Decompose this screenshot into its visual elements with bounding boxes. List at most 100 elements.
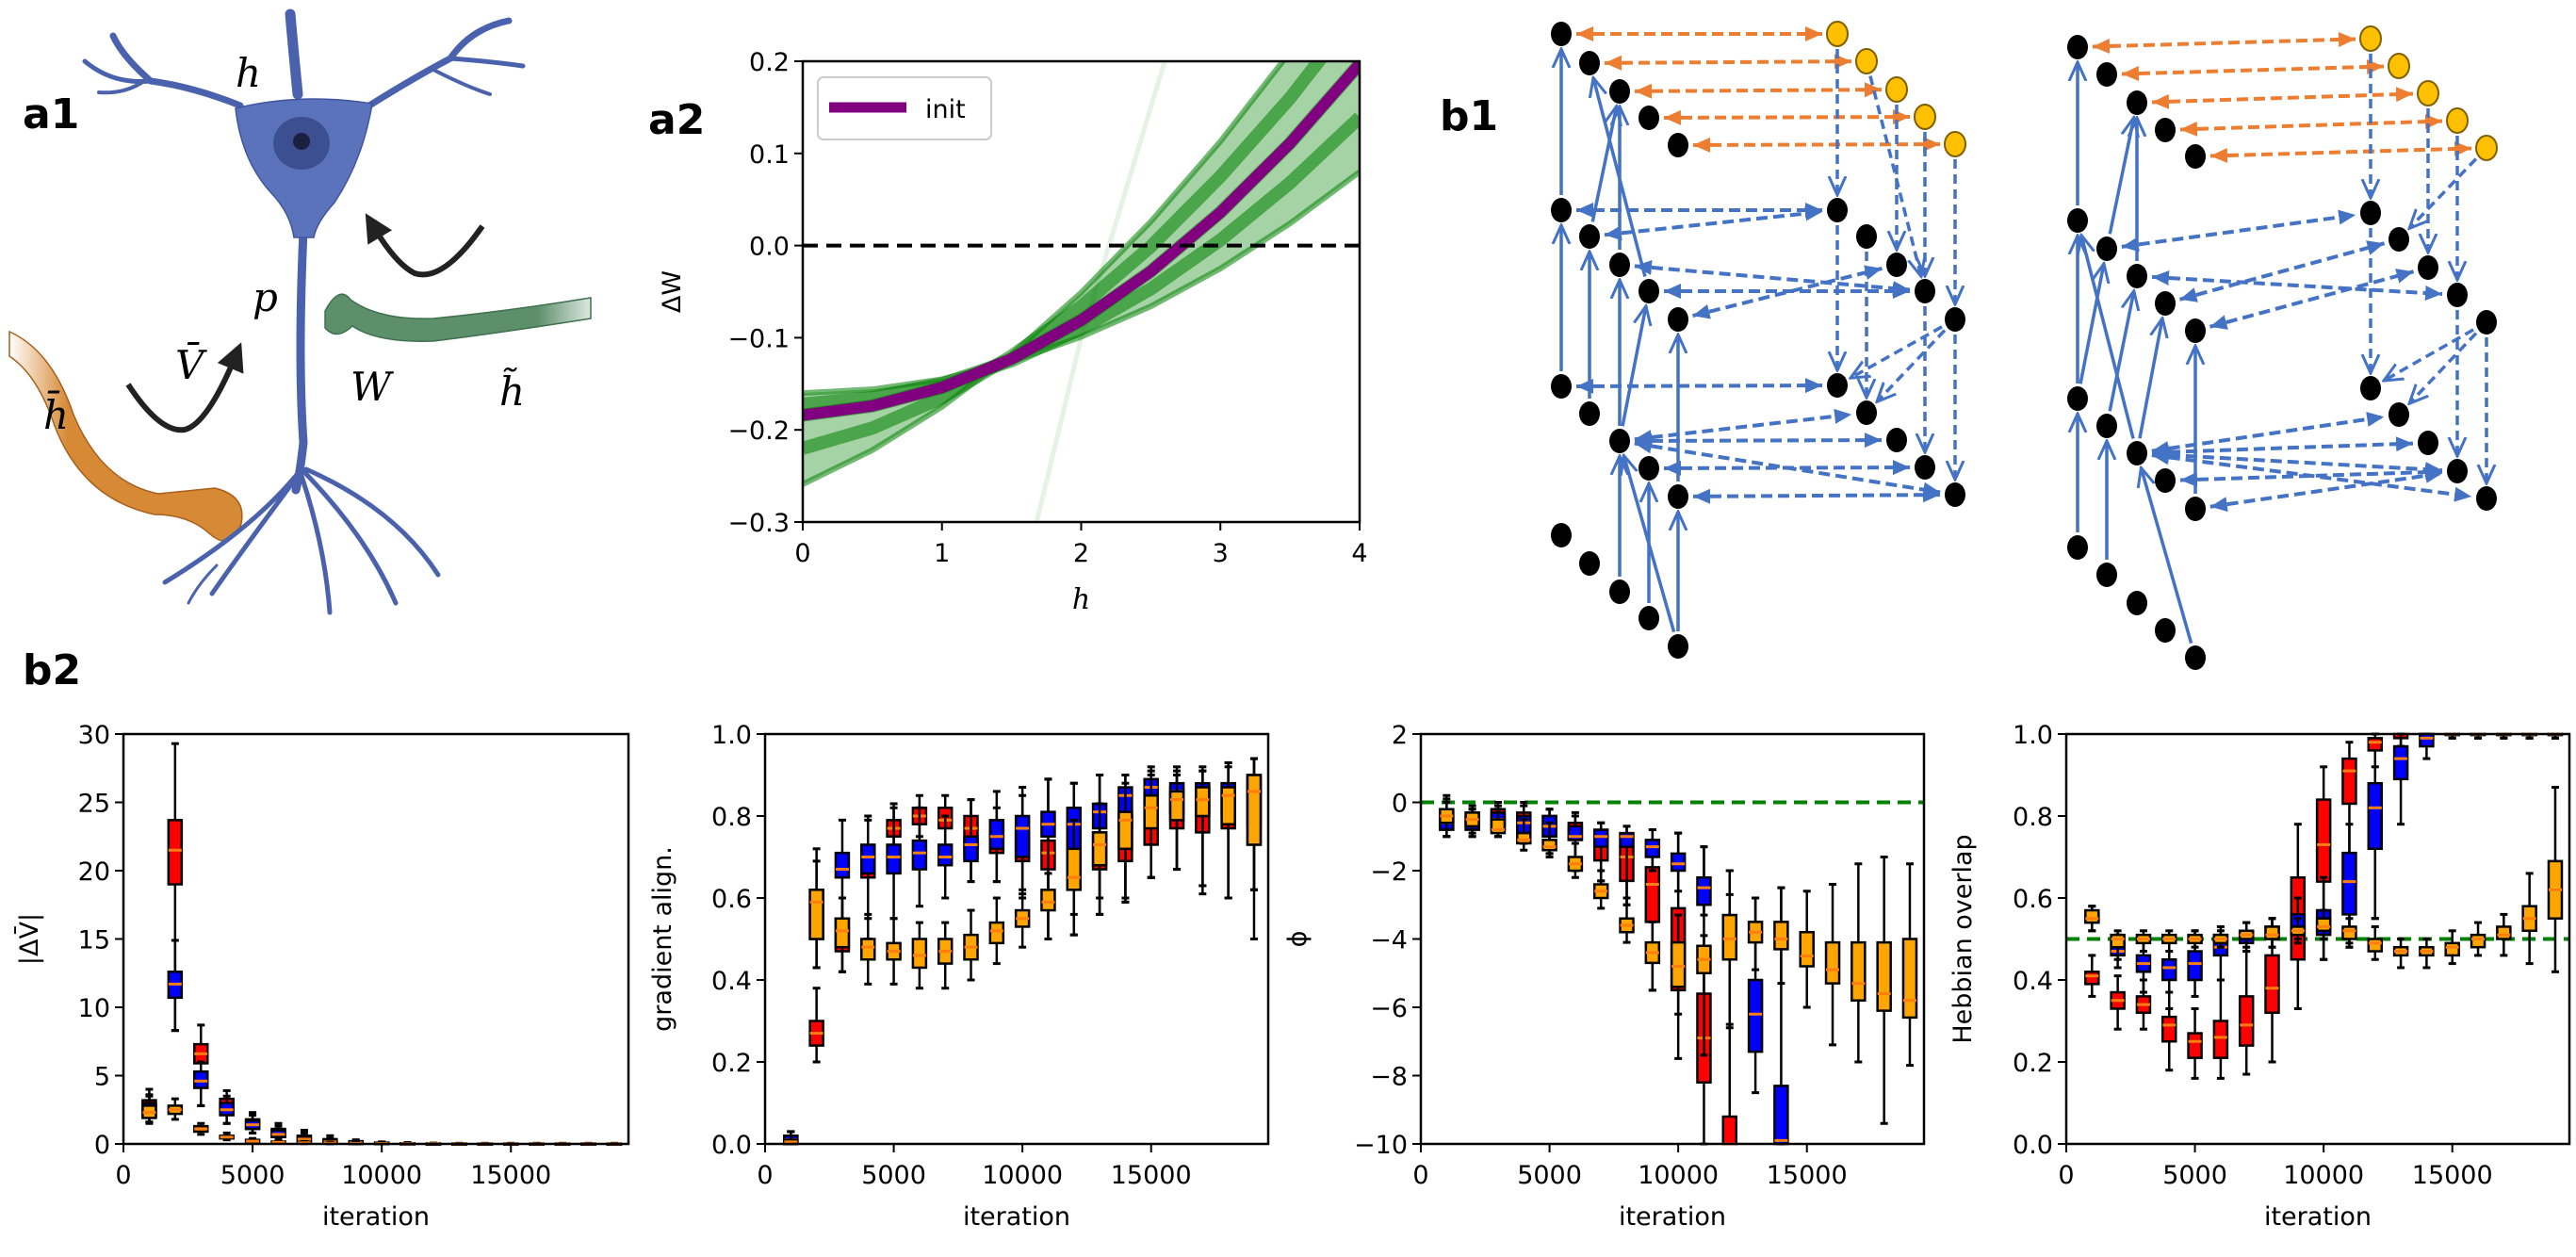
box-body: [1747, 978, 1764, 1053]
box-series: [1439, 801, 1789, 1146]
y-tick-label: 5: [94, 1063, 110, 1092]
init-curve: [803, 61, 1360, 421]
box-body: [2264, 954, 2280, 1015]
node: [1579, 401, 1600, 426]
x-tick-label: 0: [1412, 1161, 1428, 1190]
cross-edge: [2092, 31, 2356, 55]
bidirectional-edge: [1604, 205, 1823, 241]
y-tick-label: 0.6: [711, 885, 752, 914]
solid-edge: [1593, 77, 1647, 277]
box: [1773, 886, 1789, 986]
x-tick-label: 0: [794, 539, 810, 568]
box-body: [860, 843, 876, 875]
box: [1644, 920, 1661, 992]
box: [1592, 869, 1609, 910]
y-tick-label: −10: [1354, 1131, 1408, 1160]
node: [2155, 468, 2176, 493]
legend: init: [817, 76, 992, 140]
box: [808, 987, 824, 1064]
input-node: [1855, 48, 1878, 74]
box: [988, 790, 1005, 884]
box: [2392, 732, 2409, 826]
axes-frame: [763, 732, 1270, 1146]
solid-edge: [2108, 118, 2134, 235]
axes-frame: [2064, 732, 2571, 1146]
bidirectional-edge: [2209, 467, 2443, 513]
input-node: [2417, 80, 2439, 106]
box: [2187, 1006, 2203, 1080]
box: [808, 859, 824, 970]
box: [1747, 896, 1764, 971]
node: [1886, 428, 1907, 452]
box-body: [2341, 851, 2357, 916]
box-series: [783, 757, 1263, 1146]
y-tick-label: 0: [94, 1131, 110, 1160]
box: [2392, 938, 2409, 970]
x-tick-label: 4: [1351, 539, 1367, 568]
solid-edge: [2081, 236, 2135, 439]
box: [1091, 802, 1108, 916]
node: [1827, 373, 1848, 398]
box: [1516, 818, 1532, 852]
node: [2185, 144, 2206, 169]
y-tick-label: −0.3: [727, 509, 790, 538]
box-body: [2496, 925, 2512, 940]
node: [1639, 456, 1659, 481]
node: [2185, 497, 2206, 521]
box: [1168, 774, 1185, 872]
box-body: [1117, 810, 1133, 851]
node: [1915, 455, 1935, 480]
node: [1579, 51, 1600, 75]
neuron-nucleolus: [293, 133, 310, 150]
bidirectional-edge: [2209, 269, 2415, 330]
node: [2155, 618, 2176, 643]
node: [2389, 402, 2409, 427]
x-axis-label: iteration: [963, 1202, 1070, 1232]
box-body: [1516, 831, 1532, 845]
x-tick-label: 15000: [470, 1161, 551, 1190]
bidirectional-edge: [2121, 209, 2356, 253]
box: [2419, 938, 2435, 970]
node: [2096, 237, 2117, 261]
box: [911, 921, 928, 990]
y-axis-label: Hebbian overlap: [1948, 834, 1978, 1043]
box-body: [2084, 908, 2100, 924]
box: [2315, 908, 2332, 940]
box-series: [1439, 797, 1918, 1125]
panel-label-b1: b1: [1440, 92, 1499, 140]
box-series: [141, 939, 623, 1146]
dashed-edge: [1868, 75, 1921, 277]
box: [2367, 765, 2384, 921]
solid-edge: [2079, 264, 2104, 384]
sample-curve-outlier: [1034, 61, 1167, 522]
a2-chart: 0.2 0.1 0.0 −0.1 −0.2 −0.30 1 2 3 4 h ΔW init: [658, 48, 1368, 616]
box-body: [2367, 781, 2384, 851]
box: [911, 806, 928, 908]
box: [1670, 913, 1687, 1016]
bidirectional-edge: [1634, 408, 1852, 446]
box: [2161, 929, 2177, 954]
box: [2341, 917, 2357, 949]
box: [988, 896, 1005, 966]
sample-curve: [803, 61, 1287, 487]
node: [1609, 429, 1630, 453]
box: [963, 908, 979, 982]
box: [2187, 929, 2203, 949]
box: [937, 814, 954, 900]
node: [2476, 310, 2497, 335]
box-body: [1592, 828, 1609, 848]
x-tick-label: 3: [1213, 539, 1229, 568]
box-body: [1014, 814, 1031, 858]
box-body: [1850, 940, 1867, 1002]
box-body: [1670, 940, 1687, 988]
y-tick-label: 30: [78, 721, 110, 750]
y-tick-label: 0.2: [2013, 1049, 2053, 1078]
box: [860, 912, 876, 986]
box-body: [937, 843, 954, 867]
y-tick-label: 0.8: [711, 803, 752, 832]
solid-edge: [2108, 291, 2134, 412]
x-tick-label: 15000: [1767, 1161, 1848, 1190]
box: [963, 798, 979, 884]
box-body: [1541, 839, 1557, 852]
